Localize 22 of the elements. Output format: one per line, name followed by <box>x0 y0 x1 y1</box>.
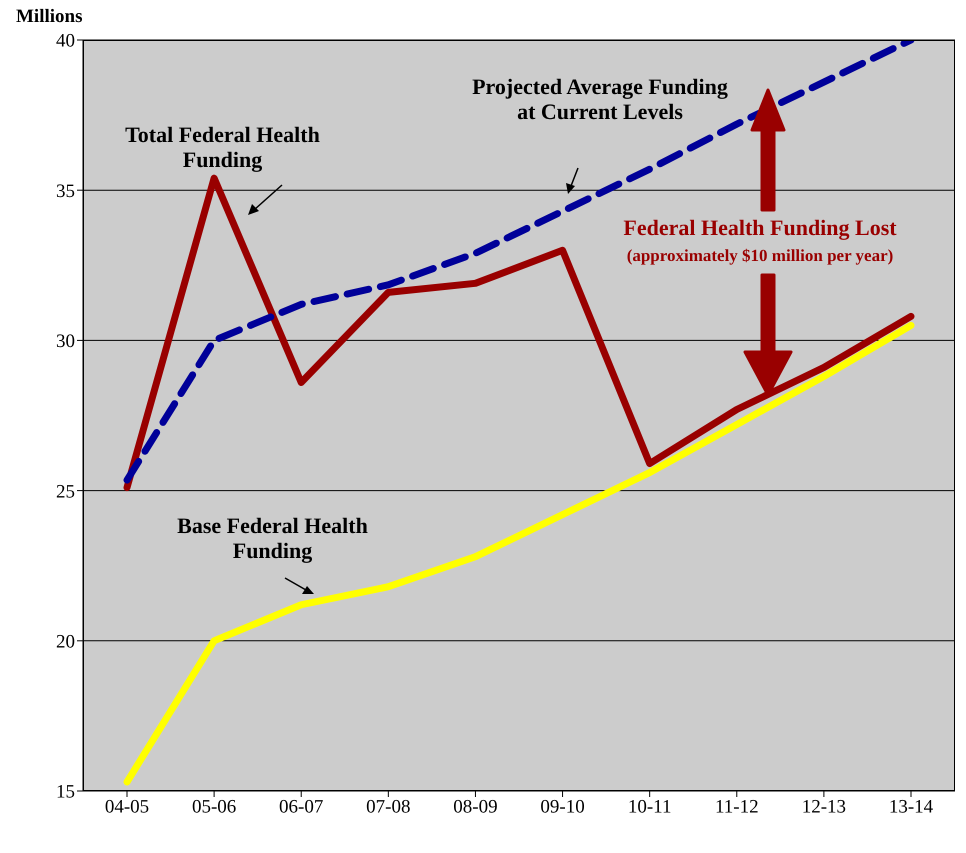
x-tick-label: 04-05 <box>104 796 150 818</box>
y-tick-label: 25 <box>56 481 75 502</box>
y-tick-label: 35 <box>56 180 75 202</box>
y-tick-label: 20 <box>56 632 75 653</box>
annotation: Projected Average Funding at Current Levels <box>471 74 729 125</box>
x-tick-label: 12-13 <box>802 796 846 818</box>
x-tick-label: 09-10 <box>540 796 585 818</box>
annotation: (approximately $10 million per year) <box>626 246 894 266</box>
annotation: Federal Health Funding Lost <box>622 215 898 240</box>
y-tick-label: 30 <box>56 331 75 352</box>
annotation: Total Federal Health Funding <box>124 122 321 173</box>
y-tick-label: 15 <box>56 782 75 803</box>
x-tick-label: 13-14 <box>888 796 934 818</box>
x-tick-label: 11-12 <box>714 796 759 818</box>
annotation: Base Federal Health Funding <box>176 513 369 564</box>
x-tick-label: 10-11 <box>628 796 672 818</box>
x-tick-label: 07-08 <box>366 796 410 818</box>
x-tick-label: 06-07 <box>279 796 324 818</box>
x-tick-label: 08-09 <box>453 796 498 818</box>
x-tick-label: 05-06 <box>192 796 236 818</box>
y-axis-title: Millions <box>16 6 83 28</box>
y-tick-label: 40 <box>56 30 75 52</box>
